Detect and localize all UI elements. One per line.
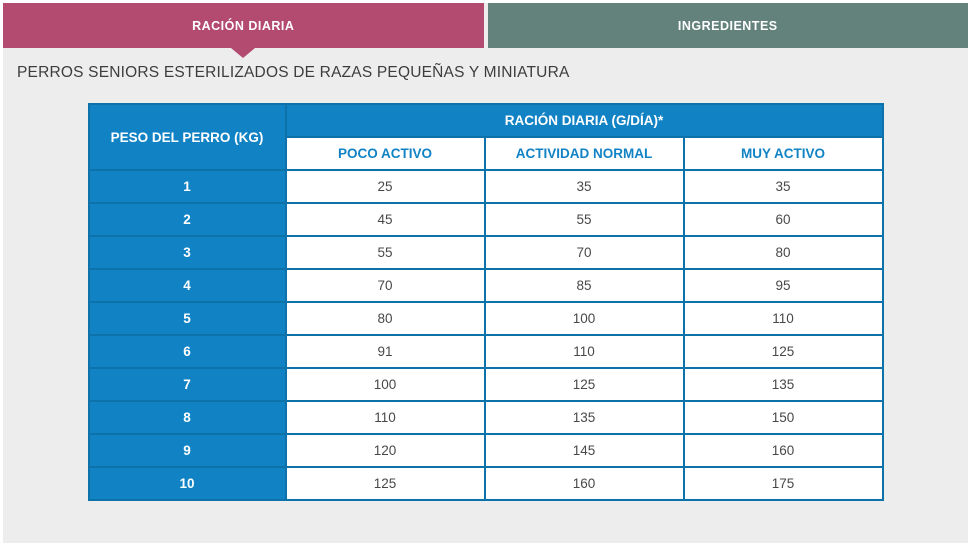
tab-bar: RACIÓN DIARIA INGREDIENTES xyxy=(3,3,968,58)
weight-cell: 6 xyxy=(87,334,287,369)
table-row: 7 100 125 135 xyxy=(87,367,884,402)
weight-cell: 5 xyxy=(87,301,287,336)
value-cell-muy-activo: 35 xyxy=(682,169,884,204)
value-cell-actividad-normal: 70 xyxy=(483,235,685,270)
value-cell-actividad-normal: 125 xyxy=(483,367,685,402)
weight-cell: 8 xyxy=(87,400,287,435)
value-cell-actividad-normal: 35 xyxy=(483,169,685,204)
table-header-row-activity: POCO ACTIVO ACTIVIDAD NORMAL MUY ACTIVO xyxy=(89,136,884,171)
column-header-muy-activo: MUY ACTIVO xyxy=(682,136,884,171)
weight-cell: 4 xyxy=(87,268,287,303)
weight-column-header: PESO DEL PERRO (KG) xyxy=(87,103,287,171)
value-cell-actividad-normal: 85 xyxy=(483,268,685,303)
value-cell-poco-activo: 45 xyxy=(284,202,486,237)
value-cell-poco-activo: 55 xyxy=(284,235,486,270)
value-cell-muy-activo: 110 xyxy=(682,301,884,336)
value-cell-actividad-normal: 100 xyxy=(483,301,685,336)
value-cell-poco-activo: 80 xyxy=(284,301,486,336)
table-row: 5 80 100 110 xyxy=(87,301,884,336)
active-tab-pointer-icon xyxy=(231,48,256,58)
tab-racion-diaria-label: RACIÓN DIARIA xyxy=(192,18,295,33)
weight-cell: 7 xyxy=(87,367,287,402)
value-cell-poco-activo: 120 xyxy=(284,433,486,468)
value-cell-poco-activo: 70 xyxy=(284,268,486,303)
value-cell-poco-activo: 91 xyxy=(284,334,486,369)
weight-cell: 3 xyxy=(87,235,287,270)
table-row: 8 110 135 150 xyxy=(87,400,884,435)
tab-ingredientes-label: INGREDIENTES xyxy=(677,18,778,33)
value-cell-actividad-normal: 55 xyxy=(483,202,685,237)
page-title: PERROS SENIORS ESTERILIZADOS DE RAZAS PE… xyxy=(17,64,570,81)
table-row: 6 91 110 125 xyxy=(87,334,884,369)
value-cell-actividad-normal: 135 xyxy=(483,400,685,435)
tab-racion-diaria[interactable]: RACIÓN DIARIA xyxy=(3,3,484,58)
table-row: 2 45 55 60 xyxy=(87,202,884,237)
value-cell-muy-activo: 60 xyxy=(682,202,884,237)
value-cell-actividad-normal: 110 xyxy=(483,334,685,369)
value-cell-muy-activo: 80 xyxy=(682,235,884,270)
value-cell-muy-activo: 175 xyxy=(682,466,884,501)
table-row: 9 120 145 160 xyxy=(87,433,884,468)
weight-cell: 1 xyxy=(87,169,287,204)
value-cell-muy-activo: 135 xyxy=(682,367,884,402)
table-row: 4 70 85 95 xyxy=(87,268,884,303)
table-header-row-group: PESO DEL PERRO (KG) RACIÓN DIARIA (G/DÍA… xyxy=(87,103,884,171)
value-cell-actividad-normal: 160 xyxy=(483,466,685,501)
value-cell-poco-activo: 25 xyxy=(284,169,486,204)
weight-cell: 10 xyxy=(87,466,287,501)
value-cell-poco-activo: 100 xyxy=(284,367,486,402)
ration-table: PESO DEL PERRO (KG) RACIÓN DIARIA (G/DÍA… xyxy=(87,103,884,501)
table-row: 3 55 70 80 xyxy=(87,235,884,270)
value-cell-poco-activo: 125 xyxy=(284,466,486,501)
value-cell-muy-activo: 95 xyxy=(682,268,884,303)
column-header-poco-activo: POCO ACTIVO xyxy=(284,136,486,171)
tab-ingredientes[interactable]: INGREDIENTES xyxy=(487,3,968,48)
group-header: RACIÓN DIARIA (G/DÍA)* xyxy=(284,103,884,138)
value-cell-muy-activo: 150 xyxy=(682,400,884,435)
value-cell-poco-activo: 110 xyxy=(284,400,486,435)
value-cell-muy-activo: 160 xyxy=(682,433,884,468)
page-container: RACIÓN DIARIA INGREDIENTES PERROS SENIOR… xyxy=(3,3,968,543)
weight-cell: 9 xyxy=(87,433,287,468)
value-cell-muy-activo: 125 xyxy=(682,334,884,369)
table-row: 1 25 35 35 xyxy=(87,169,884,204)
column-header-actividad-normal: ACTIVIDAD NORMAL xyxy=(483,136,685,171)
table-row: 10 125 160 175 xyxy=(87,466,884,501)
value-cell-actividad-normal: 145 xyxy=(483,433,685,468)
weight-cell: 2 xyxy=(87,202,287,237)
